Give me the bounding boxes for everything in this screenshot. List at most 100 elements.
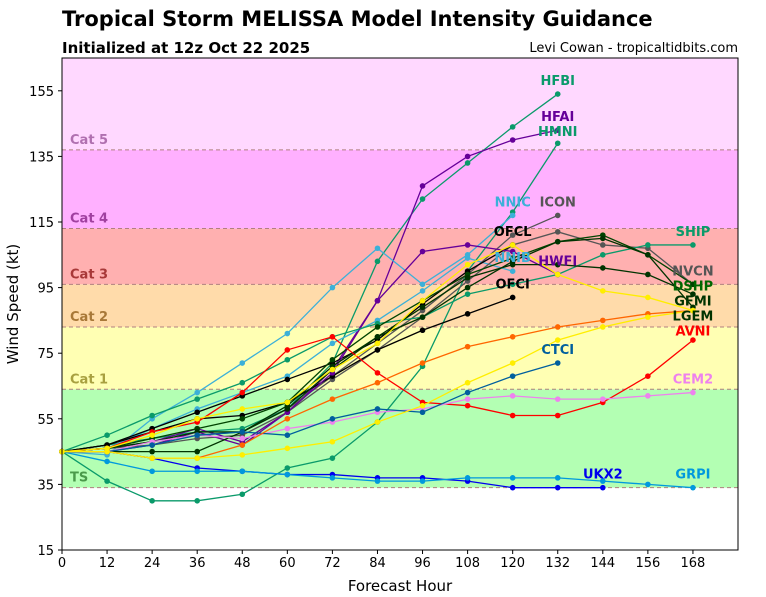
data-point — [329, 340, 336, 347]
data-point — [509, 412, 516, 419]
plot-frame — [61, 57, 739, 551]
data-point — [419, 288, 426, 294]
data-point — [554, 396, 561, 402]
data-point — [284, 432, 291, 439]
data-point — [464, 242, 471, 248]
data-point — [554, 337, 561, 343]
data-point — [374, 334, 381, 340]
data-point — [149, 442, 155, 448]
data-point — [284, 445, 291, 452]
chart-subtitle: Initialized at 12z Oct 22 2025 — [62, 39, 311, 57]
category-label: Cat 5 — [70, 133, 108, 148]
data-point — [104, 445, 110, 452]
data-point — [600, 317, 606, 324]
x-tick-label: 132 — [545, 556, 570, 571]
data-point — [509, 373, 516, 379]
data-point — [374, 245, 381, 252]
data-point — [194, 448, 200, 455]
x-axis-label: Forecast Hour — [348, 577, 453, 595]
category-label: Cat 2 — [70, 310, 108, 325]
series-label: HMNI — [538, 125, 578, 140]
data-point — [374, 258, 381, 265]
data-point — [374, 347, 381, 353]
data-point — [239, 452, 246, 458]
data-point — [149, 498, 155, 504]
data-point — [600, 265, 606, 271]
y-tick-label: 135 — [29, 150, 54, 165]
data-point — [690, 389, 696, 396]
data-point — [239, 435, 246, 442]
data-point — [419, 196, 426, 202]
data-point — [329, 396, 336, 402]
x-tick-label: 12 — [99, 556, 116, 571]
data-point — [284, 399, 291, 406]
data-point — [600, 396, 606, 402]
y-tick-label: 15 — [37, 544, 54, 559]
data-point — [149, 455, 155, 461]
data-point — [554, 475, 561, 481]
category-band — [62, 58, 738, 150]
series-label: SHIP — [676, 225, 711, 240]
data-point — [464, 261, 471, 268]
data-point — [239, 360, 246, 366]
data-point — [329, 366, 336, 373]
data-point — [284, 376, 291, 383]
data-point — [419, 314, 426, 320]
data-point — [284, 465, 291, 471]
data-point — [509, 212, 516, 219]
x-tick-label: 48 — [234, 556, 251, 571]
category-band — [62, 149, 738, 229]
data-point — [329, 455, 336, 461]
data-point — [149, 412, 155, 419]
x-tick-label: 0 — [58, 556, 66, 571]
data-point — [374, 379, 381, 386]
chart-credit: Levi Cowan - tropicaltidbits.com — [529, 41, 738, 56]
data-point — [554, 484, 561, 491]
data-point — [509, 393, 516, 399]
data-point — [554, 212, 561, 219]
data-point — [509, 248, 516, 255]
data-point — [239, 468, 246, 475]
series-label: HFBI — [540, 74, 575, 89]
chart-title: Tropical Storm MELISSA Model Intensity G… — [62, 7, 653, 31]
data-point — [239, 406, 246, 412]
x-tick-label: 144 — [590, 556, 615, 571]
data-point — [509, 258, 516, 265]
data-point — [149, 468, 155, 475]
data-point — [645, 314, 651, 320]
data-point — [329, 334, 336, 340]
data-point — [509, 137, 516, 143]
y-tick-label: 115 — [29, 216, 54, 231]
data-point — [239, 442, 246, 448]
data-point — [284, 425, 291, 432]
series-label: NNIC — [495, 195, 531, 210]
x-tick-label: 120 — [500, 556, 525, 571]
data-point — [554, 238, 561, 245]
data-point — [645, 481, 651, 488]
data-point — [554, 324, 561, 330]
data-point — [645, 242, 651, 248]
y-tick-label: 95 — [37, 282, 54, 297]
data-point — [329, 416, 336, 422]
data-point — [600, 484, 606, 491]
data-point — [645, 271, 651, 278]
data-point — [464, 396, 471, 402]
data-point — [194, 416, 200, 422]
data-point — [645, 373, 651, 379]
x-tick-label: 36 — [189, 556, 206, 571]
data-point — [690, 307, 696, 314]
data-point — [464, 160, 471, 166]
data-point — [645, 294, 651, 301]
series-label: UKX2 — [583, 468, 623, 483]
data-point — [509, 281, 516, 288]
x-tick-label: 168 — [681, 556, 706, 571]
y-tick-label: 55 — [37, 413, 54, 428]
data-point — [194, 468, 200, 475]
data-point — [419, 281, 426, 288]
data-point — [690, 291, 696, 297]
data-point — [464, 153, 471, 160]
data-point — [419, 183, 426, 189]
data-point — [690, 337, 696, 343]
series-label: NVCN — [672, 264, 713, 279]
data-point — [419, 402, 426, 409]
